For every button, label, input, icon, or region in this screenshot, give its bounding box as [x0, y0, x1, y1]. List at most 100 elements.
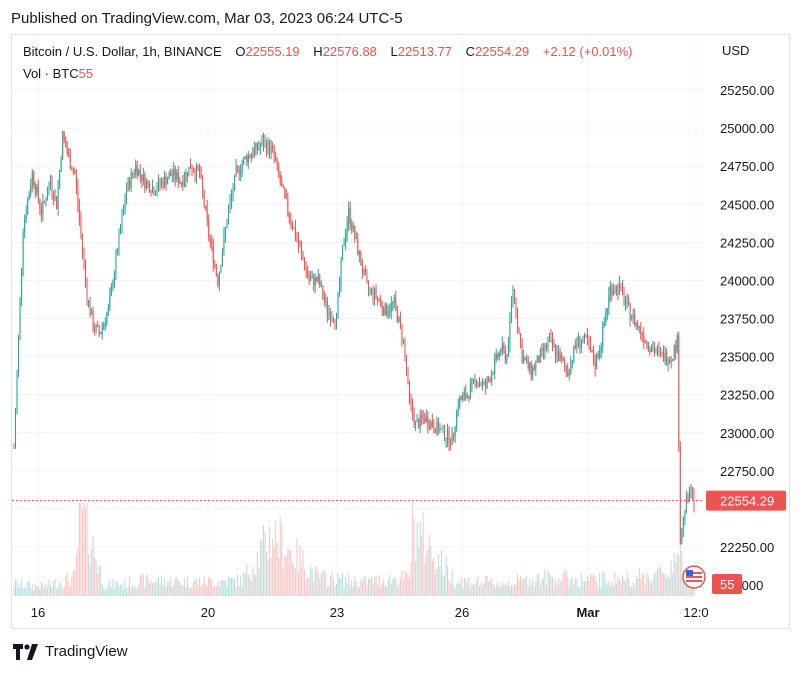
volume-bar	[609, 586, 611, 596]
volume-bar	[331, 571, 333, 596]
candle-body	[454, 427, 456, 436]
volume-bar	[678, 555, 680, 596]
candle-body	[28, 193, 30, 200]
candle-body	[409, 380, 411, 399]
volume-bar	[83, 502, 85, 596]
volume-bar	[183, 578, 185, 596]
volume-bar	[116, 581, 118, 596]
candle-body	[314, 277, 316, 286]
candle-body	[241, 164, 243, 172]
volume-bar	[597, 586, 599, 596]
y-tick-label: 25250.00	[720, 83, 774, 98]
volume-bar	[536, 574, 538, 596]
volume-bar	[366, 585, 368, 596]
volume-bar	[541, 580, 543, 596]
candle-body	[491, 373, 493, 382]
candle-body	[357, 238, 359, 255]
volume-bar	[513, 583, 515, 596]
candle-body	[244, 156, 246, 158]
candle-body	[202, 177, 204, 192]
candle-body	[86, 280, 88, 302]
candle-body	[97, 325, 99, 327]
candle-body	[377, 296, 379, 299]
symbol-title: Bitcoin / U.S. Dollar, 1h, BINANCE	[23, 44, 222, 59]
open-label: O	[235, 44, 246, 59]
volume-bar	[618, 579, 620, 596]
volume-bar	[515, 585, 517, 596]
tradingview-logo[interactable]: TradingView	[13, 643, 128, 660]
volume-bar	[74, 569, 76, 596]
candle-body	[287, 198, 289, 213]
candle-body	[576, 343, 578, 347]
volume-bar	[666, 578, 668, 596]
candle-body	[273, 146, 275, 157]
y-tick-label: 23500.00	[720, 350, 774, 365]
volume-bar	[355, 581, 357, 596]
candle-body	[542, 347, 544, 352]
volume-bar	[471, 583, 473, 596]
volume-bar	[450, 582, 452, 596]
volume-bar	[647, 576, 649, 596]
candle-body	[279, 174, 281, 183]
candle-body	[570, 361, 572, 374]
candle-body	[31, 172, 33, 187]
volume-bar	[591, 574, 593, 596]
volume-bar	[532, 579, 534, 596]
candle-body	[375, 288, 377, 297]
candle-body	[107, 307, 109, 315]
candle-body	[349, 207, 351, 224]
candle-body	[339, 283, 341, 295]
candle-body	[189, 166, 191, 169]
candle-body	[431, 421, 433, 427]
volume-bar	[121, 583, 123, 596]
volume-bar	[261, 539, 263, 596]
brand-name: TradingView	[45, 643, 128, 660]
volume-bar	[308, 577, 310, 596]
candle-body	[684, 512, 686, 517]
candle-body	[369, 288, 371, 290]
candle-body	[623, 292, 625, 304]
volume-bar	[246, 564, 248, 596]
candle-body	[374, 288, 376, 299]
volume-bar	[564, 570, 566, 596]
currency-label[interactable]: USD	[722, 43, 750, 58]
close-label: C	[465, 44, 476, 59]
volume-bar	[593, 575, 595, 596]
candle-body	[532, 367, 534, 377]
candle-body	[650, 350, 652, 352]
candle-body	[101, 326, 103, 333]
volume-bar	[440, 550, 442, 596]
volume-bar	[570, 579, 572, 596]
volume-bar	[527, 587, 529, 596]
volume-bar	[395, 578, 397, 596]
volume-bar	[348, 573, 350, 596]
candle-body	[196, 165, 198, 177]
volume-bar	[681, 550, 683, 596]
volume-bar	[650, 583, 652, 596]
volume-bar	[421, 535, 423, 596]
symbol-legend: Bitcoin / U.S. Dollar, 1h, BINANCE O2255…	[23, 44, 633, 59]
volume-bar	[332, 578, 334, 596]
candle-body	[533, 367, 535, 370]
candle-body	[39, 200, 41, 209]
candle-body	[150, 191, 152, 193]
volume-bar	[615, 584, 617, 596]
grid-lines	[12, 35, 704, 596]
candle-body	[177, 172, 179, 184]
volume-bar	[559, 581, 561, 596]
candle-body	[199, 169, 201, 174]
volume-bar	[77, 548, 79, 596]
volume-bar	[635, 575, 637, 596]
volume-bar	[249, 577, 251, 596]
candle-body	[669, 360, 671, 364]
volume-bar	[494, 586, 496, 596]
volume-bar	[197, 584, 199, 596]
candle-body	[389, 311, 391, 313]
published-caption: Published on TradingView.com, Mar 03, 20…	[11, 10, 403, 27]
chart-frame[interactable]	[11, 34, 790, 629]
candle-body	[538, 355, 540, 363]
volume-bar	[241, 586, 243, 596]
candle-body	[343, 243, 345, 246]
volume-bar	[413, 518, 415, 596]
